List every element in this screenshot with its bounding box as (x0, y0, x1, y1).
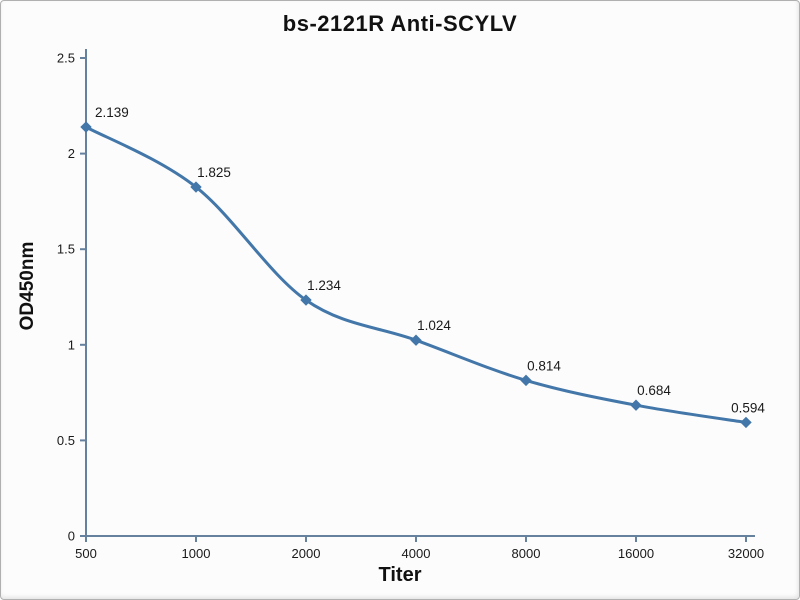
data-point-label: 1.825 (197, 165, 231, 180)
chart-title: bs-2121R Anti-SCYLV (282, 11, 518, 36)
data-point-label: 1.234 (307, 278, 341, 293)
data-point-label: 2.139 (95, 105, 129, 120)
data-point-label: 0.814 (527, 358, 561, 373)
y-tick-label: 0.5 (57, 433, 75, 448)
x-tick-label: 16000 (618, 546, 654, 561)
data-point-label: 1.024 (417, 318, 451, 333)
data-line (84, 125, 748, 424)
data-point-marker (630, 399, 642, 411)
data-point-marker (740, 416, 752, 429)
data-point-marker (190, 181, 202, 193)
y-tick-label: 0 (68, 529, 75, 544)
y-tick-label: 1.5 (57, 242, 75, 257)
data-point-marker (300, 294, 312, 306)
y-tick-label: 2 (68, 146, 75, 161)
x-axis-title: Titer (378, 564, 422, 586)
data-point-marker (80, 121, 92, 133)
data-point-label: 0.594 (731, 400, 765, 415)
data-point-marker (410, 334, 422, 346)
data-point-label: 0.684 (637, 383, 671, 398)
x-tick-label: 1000 (182, 546, 211, 561)
x-tick-label: 8000 (512, 546, 541, 561)
x-tick-label: 500 (75, 546, 97, 561)
x-tick-label: 2000 (292, 546, 321, 561)
data-point-marker (520, 374, 532, 387)
y-tick-label: 2.5 (57, 51, 75, 66)
x-tick-label: 4000 (402, 546, 431, 561)
y-tick-label: 1 (68, 337, 75, 352)
x-tick-label: 32000 (728, 546, 764, 561)
